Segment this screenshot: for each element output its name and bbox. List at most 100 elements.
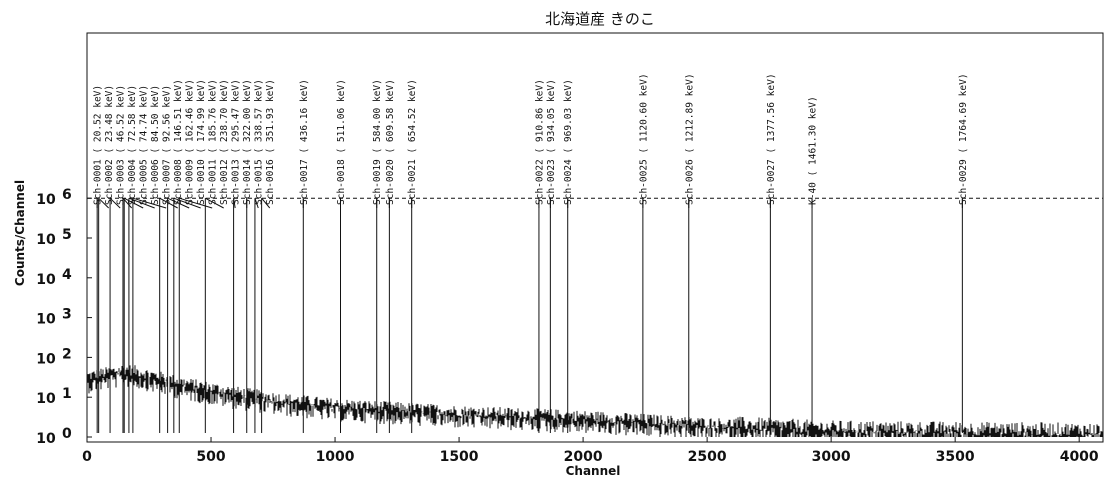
peak-markers: Sch-0001 ( 20.52 keV) Sch-0002 ( 23.48 ke… bbox=[93, 73, 969, 433]
peak-marker: Sch-0008 ( 146.51 keV) bbox=[159, 79, 184, 433]
peak-marker: Sch-0015 ( 338.57 keV) bbox=[254, 79, 265, 433]
spectrum-trace bbox=[87, 365, 1103, 437]
y-tick-exponent: 5 bbox=[62, 227, 72, 243]
y-tick-exponent: 1 bbox=[62, 386, 72, 402]
peak-label: Sch-0017 ( 436.16 keV) bbox=[299, 79, 310, 205]
peak-label: Sch-0015 ( 338.57 keV) bbox=[254, 79, 265, 205]
peak-label: Sch-0014 ( 322.00 keV) bbox=[242, 79, 253, 205]
y-axis-ticks: 10 0 10 1 10 2 10 3 10 4 10 5 10 6 bbox=[36, 187, 92, 447]
peak-marker: Sch-0019 ( 584.00 keV) bbox=[372, 79, 383, 433]
peak-marker: Sch-0010 ( 174.99 keV) bbox=[173, 79, 207, 433]
peak-marker: Sch-0016 ( 351.93 keV) bbox=[261, 79, 276, 433]
y-axis-title: Counts/Channel bbox=[13, 180, 27, 286]
peak-marker: Sch-0024 ( 969.03 keV) bbox=[563, 79, 574, 433]
peak-leader bbox=[159, 197, 178, 209]
peak-marker: Sch-0002 ( 23.48 keV) bbox=[98, 85, 115, 433]
peak-label: Sch-0026 ( 1212.89 keV) bbox=[684, 73, 695, 205]
peak-leader bbox=[205, 197, 224, 209]
x-axis-title: Channel bbox=[566, 464, 621, 478]
peak-label: Sch-0016 ( 351.93 keV) bbox=[265, 79, 276, 205]
peak-marker: Sch-0022 ( 910.86 keV) bbox=[534, 79, 545, 433]
peak-marker: K-40 ( 1461.30 keV) bbox=[808, 96, 819, 433]
y-tick-base: 10 bbox=[36, 431, 56, 447]
y-tick-base: 10 bbox=[36, 312, 56, 328]
peak-label: Sch-0025 ( 1120.60 keV) bbox=[638, 73, 649, 205]
x-tick-label: 2500 bbox=[688, 449, 727, 465]
peak-marker: Sch-0014 ( 322.00 keV) bbox=[242, 79, 253, 433]
peak-label: Sch-0008 ( 146.51 keV) bbox=[173, 79, 184, 205]
peak-marker: Sch-0026 ( 1212.89 keV) bbox=[684, 73, 695, 433]
peak-marker: Sch-0021 ( 654.52 keV) bbox=[407, 79, 418, 433]
x-tick-label: 3000 bbox=[812, 449, 851, 465]
x-tick-label: 1000 bbox=[316, 449, 355, 465]
peak-marker: Sch-0025 ( 1120.60 keV) bbox=[638, 73, 649, 433]
x-tick-label: 3500 bbox=[936, 449, 975, 465]
peak-label: Sch-0004 ( 72.58 keV) bbox=[127, 85, 138, 205]
peak-label: Sch-0023 ( 934.05 keV) bbox=[546, 79, 557, 205]
peak-leader bbox=[132, 197, 167, 209]
peak-marker: Sch-0005 ( 74.74 keV) bbox=[123, 85, 150, 433]
peak-label: Sch-0022 ( 910.86 keV) bbox=[534, 79, 545, 205]
peak-marker: Sch-0013 ( 295.47 keV) bbox=[231, 79, 242, 433]
peak-label: Sch-0024 ( 969.03 keV) bbox=[563, 79, 574, 205]
peak-marker: Sch-0001 ( 20.52 keV) bbox=[93, 85, 104, 433]
peak-marker: Sch-0027 ( 1377.56 keV) bbox=[766, 73, 777, 433]
chart-title: 北海道産 きのこ bbox=[545, 10, 655, 28]
peak-label: Sch-0010 ( 174.99 keV) bbox=[196, 79, 207, 205]
spectrum-path bbox=[87, 365, 1103, 437]
peak-marker: Sch-0009 ( 162.46 keV) bbox=[167, 79, 196, 433]
y-tick-base: 10 bbox=[36, 272, 56, 288]
peak-label: Sch-0020 ( 609.58 keV) bbox=[385, 79, 396, 205]
peak-leader bbox=[123, 197, 144, 209]
peak-marker: Sch-0029 ( 1764.69 keV) bbox=[958, 73, 969, 433]
peak-leader bbox=[179, 197, 213, 209]
peak-label: Sch-0027 ( 1377.56 keV) bbox=[766, 73, 777, 205]
peak-label: Sch-0021 ( 654.52 keV) bbox=[407, 79, 418, 205]
peak-label: Sch-0018 ( 511.06 keV) bbox=[336, 79, 347, 205]
peak-label: Sch-0006 ( 84.50 keV) bbox=[150, 85, 161, 205]
peak-label: Sch-0029 ( 1764.69 keV) bbox=[958, 73, 969, 205]
x-tick-label: 500 bbox=[196, 449, 225, 465]
peak-leader bbox=[109, 197, 121, 209]
y-tick-base: 10 bbox=[36, 391, 56, 407]
x-tick-label: 0 bbox=[82, 449, 92, 465]
peak-leader bbox=[167, 197, 190, 209]
y-tick-exponent: 3 bbox=[62, 307, 72, 323]
peak-marker: Sch-0011 ( 185.76 keV) bbox=[178, 79, 219, 433]
peak-label: Sch-0012 ( 238.70 keV) bbox=[219, 79, 230, 205]
peak-label: Sch-0003 ( 46.52 keV) bbox=[116, 85, 127, 205]
peak-label: Sch-0009 ( 162.46 keV) bbox=[185, 79, 196, 205]
peak-marker: Sch-0012 ( 238.70 keV) bbox=[204, 79, 230, 433]
peak-marker: Sch-0018 ( 511.06 keV) bbox=[336, 79, 347, 433]
y-tick-exponent: 2 bbox=[62, 346, 72, 362]
peak-label: Sch-0007 ( 92.56 keV) bbox=[162, 85, 173, 205]
x-axis-ticks: 0 500 1000 1500 2000 2500 3000 3500 4000 bbox=[82, 437, 1099, 465]
peak-leader bbox=[173, 197, 201, 209]
y-tick-base: 10 bbox=[36, 192, 56, 208]
y-tick-base: 10 bbox=[36, 232, 56, 248]
peak-label: Sch-0019 ( 584.00 keV) bbox=[372, 79, 383, 205]
peak-marker: Sch-0020 ( 609.58 keV) bbox=[385, 79, 396, 433]
peak-label: K-40 ( 1461.30 keV) bbox=[808, 96, 819, 205]
y-tick-base: 10 bbox=[36, 351, 56, 367]
peak-leader bbox=[261, 197, 271, 209]
x-tick-label: 1500 bbox=[440, 449, 479, 465]
peak-marker: Sch-0007 ( 92.56 keV) bbox=[132, 85, 173, 433]
y-tick-exponent: 0 bbox=[62, 426, 72, 442]
peak-leader bbox=[233, 198, 236, 209]
x-tick-label: 4000 bbox=[1060, 449, 1099, 465]
peak-label: Sch-0005 ( 74.74 keV) bbox=[139, 85, 150, 205]
peak-marker: Sch-0023 ( 934.05 keV) bbox=[546, 79, 557, 433]
peak-label: Sch-0002 ( 23.48 keV) bbox=[104, 85, 115, 205]
y-tick-exponent: 4 bbox=[62, 267, 72, 283]
peak-label: Sch-0011 ( 185.76 keV) bbox=[208, 79, 219, 205]
peak-marker: Sch-0003 ( 46.52 keV) bbox=[109, 85, 127, 433]
peak-label: Sch-0001 ( 20.52 keV) bbox=[93, 85, 104, 205]
peak-marker: Sch-0017 ( 436.16 keV) bbox=[299, 79, 310, 433]
peak-label: Sch-0013 ( 295.47 keV) bbox=[231, 79, 242, 205]
peak-leader bbox=[98, 197, 110, 209]
peak-leader bbox=[254, 198, 259, 209]
x-tick-label: 2000 bbox=[564, 449, 603, 465]
